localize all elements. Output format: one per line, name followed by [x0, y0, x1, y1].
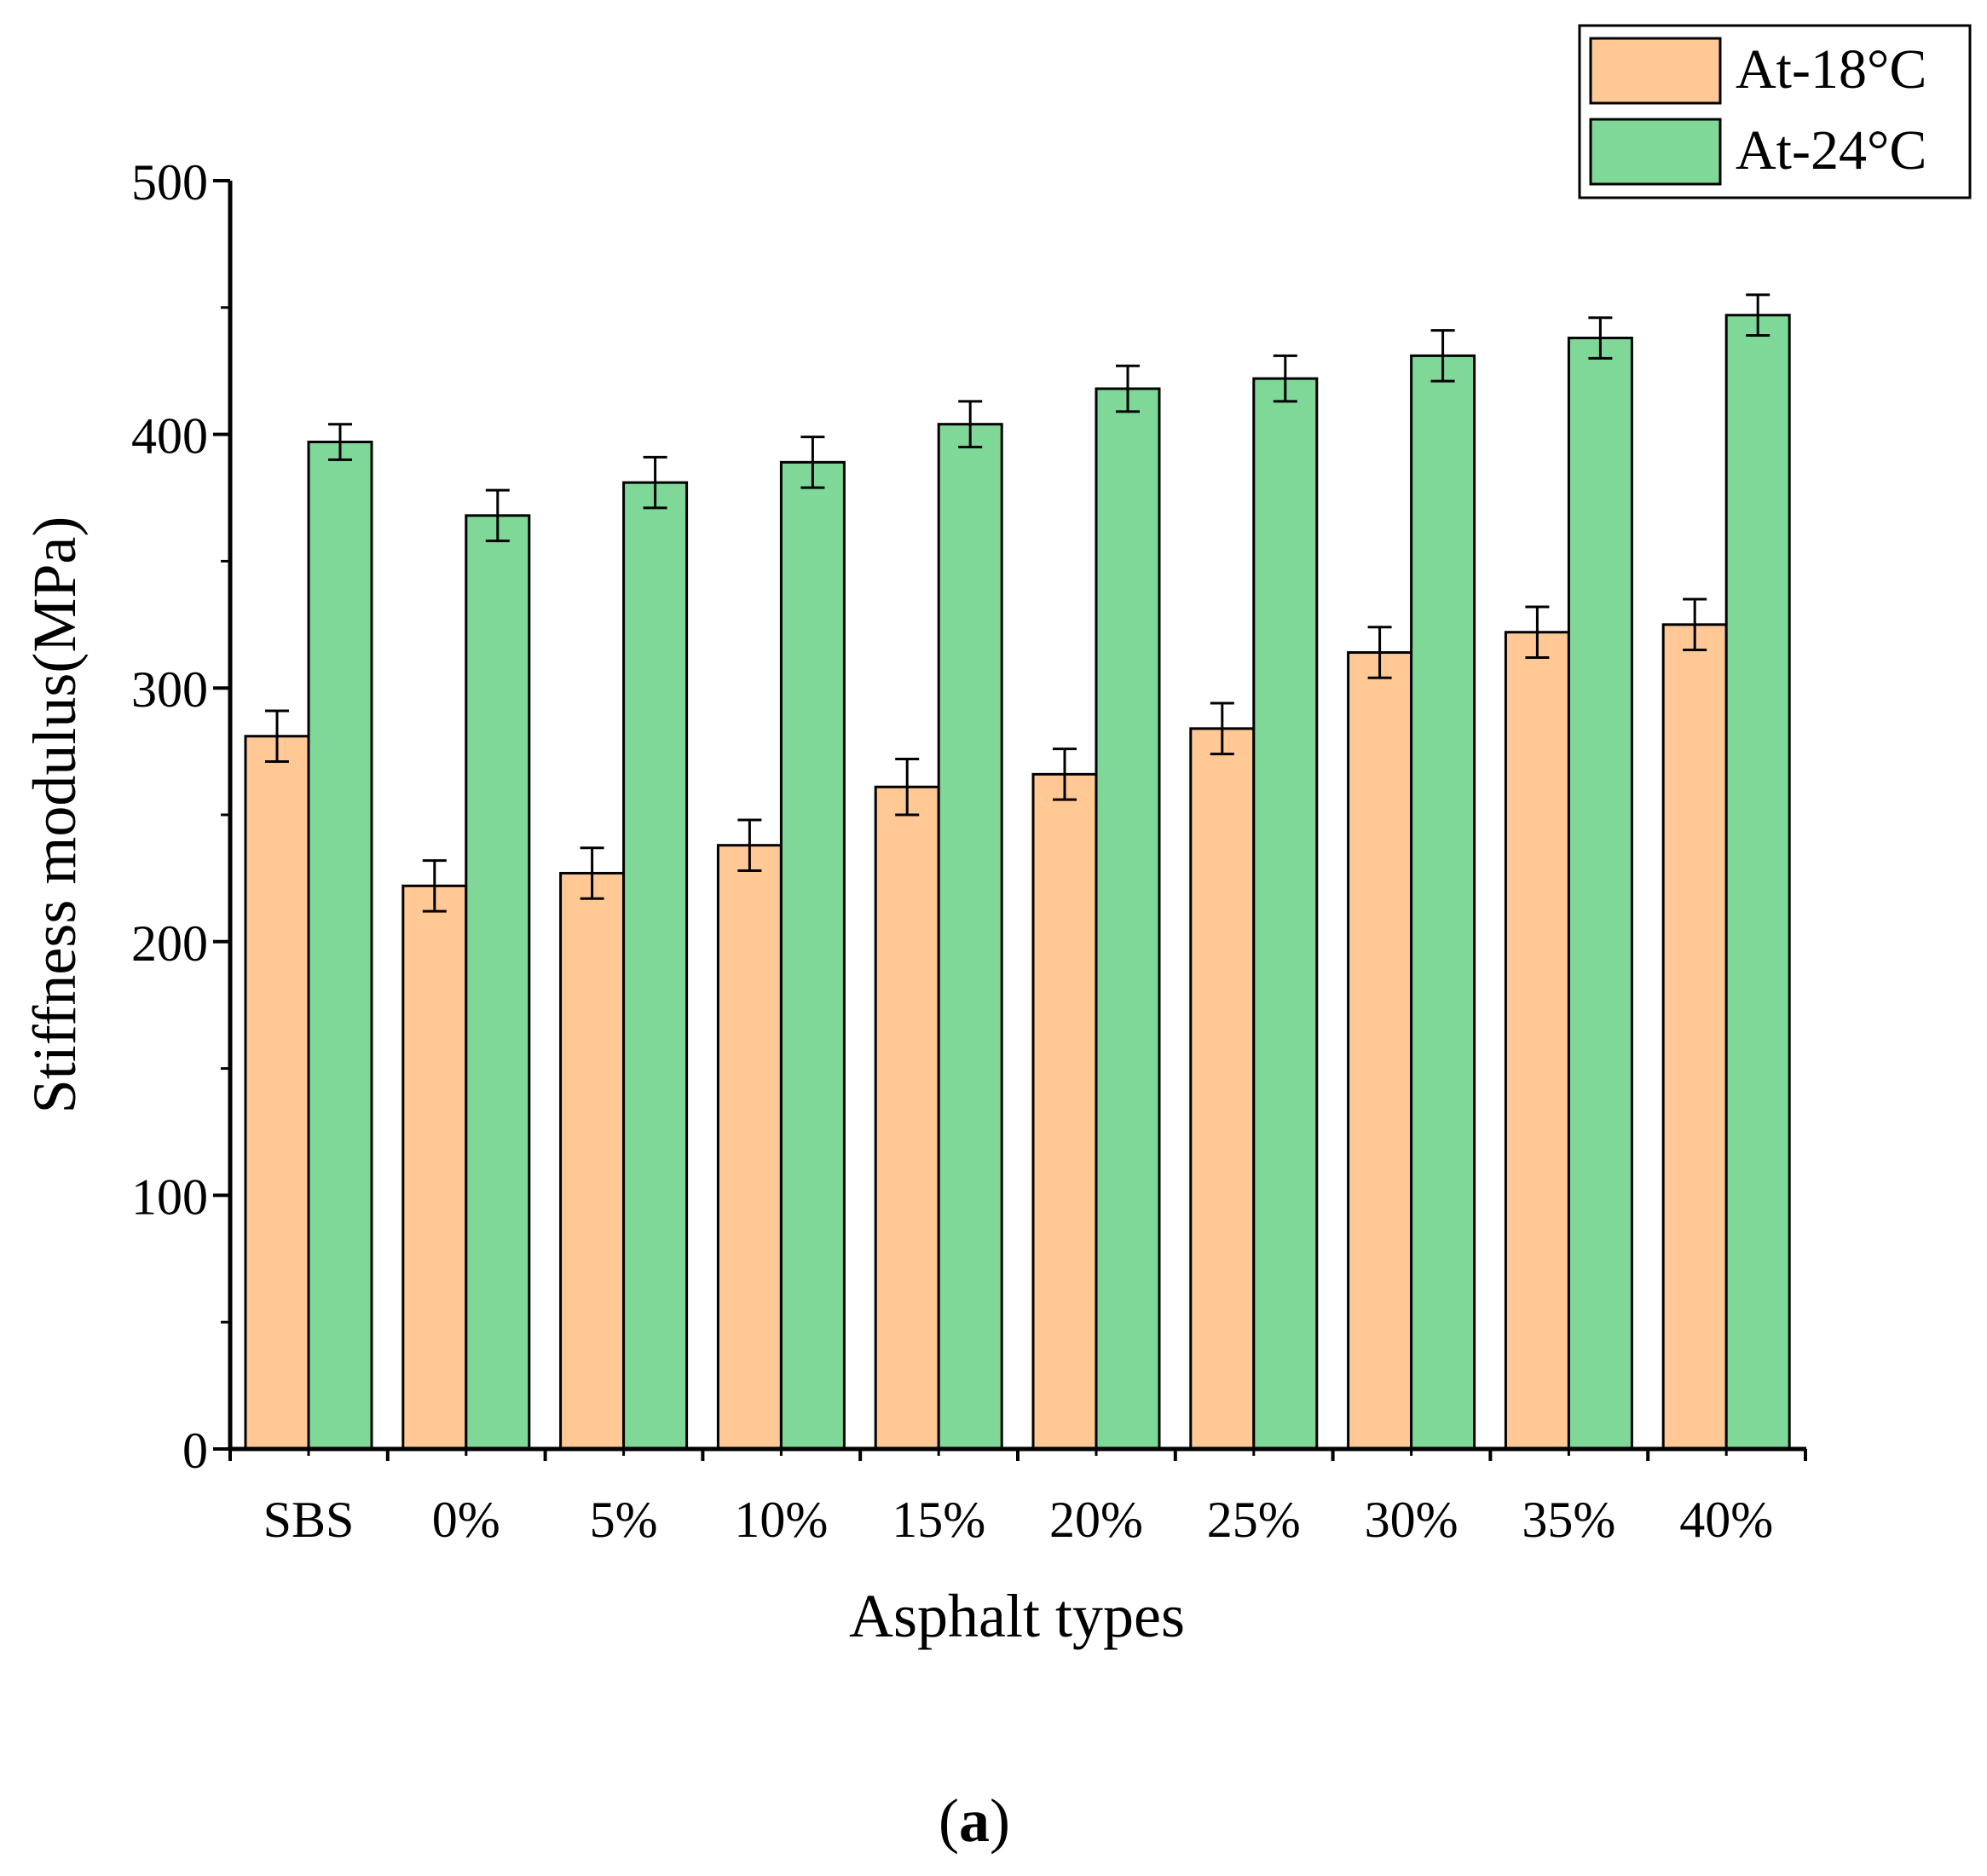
bar-s2-25pct — [1252, 377, 1319, 1451]
y-tick-label-100: 100 — [131, 1169, 208, 1225]
bar-s2-10pct — [779, 460, 846, 1451]
bar-s1-5pct — [559, 871, 626, 1451]
panel-label-open-paren: ( — [939, 1787, 959, 1855]
bar-s2-30pct — [1410, 354, 1476, 1451]
y-tick-label-200: 200 — [131, 915, 208, 972]
bar-s2-20pct — [1095, 387, 1161, 1451]
bar-s2-35pct — [1567, 337, 1633, 1451]
error-bars-layer — [265, 293, 1770, 913]
x-tick-label-30pct: 30% — [1365, 1492, 1458, 1548]
x-tick-label-0pct: 0% — [432, 1492, 500, 1548]
bar-s1-35pct — [1504, 631, 1570, 1451]
bars-layer — [244, 314, 1791, 1451]
x-tick-label-sbs: SBS — [263, 1492, 355, 1548]
bar-s2-5pct — [622, 481, 689, 1451]
bar-s2-40pct — [1724, 314, 1791, 1451]
legend-label-s1: At-18°C — [1736, 38, 1926, 101]
x-ticks: SBS 0% 5% 10% 15% 20% 25% 30% 35% 40% — [228, 1449, 1807, 1548]
y-tick-label-400: 400 — [131, 408, 208, 465]
x-tick-label-10pct: 10% — [734, 1492, 828, 1548]
y-axis-title: Stiffness modulus(MPa) — [20, 517, 89, 1114]
y-tick-label-0: 0 — [182, 1423, 208, 1479]
x-tick-label-40pct: 40% — [1679, 1492, 1773, 1548]
x-tick-label-15pct: 15% — [892, 1492, 985, 1548]
bar-s1-15pct — [874, 785, 940, 1451]
y-tick-label-500: 500 — [131, 154, 208, 211]
bar-s1-25pct — [1189, 727, 1256, 1451]
x-axis-title: Asphalt types — [849, 1582, 1185, 1650]
bar-s1-sbs — [244, 735, 310, 1451]
legend: At-18°C At-24°C — [1578, 24, 1972, 199]
y-tick-label-300: 300 — [131, 661, 208, 718]
bar-s2-0pct — [465, 514, 531, 1451]
x-tick-label-35pct: 35% — [1522, 1492, 1615, 1548]
legend-swatch-s2 — [1589, 118, 1722, 186]
panel-label-close-paren: ) — [990, 1787, 1010, 1855]
x-tick-label-25pct: 25% — [1207, 1492, 1301, 1548]
bar-s1-40pct — [1661, 623, 1728, 1451]
x-tick-label-5pct: 5% — [590, 1492, 658, 1548]
panel-label: (a) — [939, 1787, 1010, 1855]
bar-s2-sbs — [307, 441, 373, 1451]
panel-label-letter: a — [959, 1787, 990, 1855]
y-ticks: 0 100 200 300 400 500 — [131, 154, 230, 1479]
bar-s1-30pct — [1347, 651, 1413, 1451]
bar-s1-20pct — [1031, 772, 1098, 1451]
legend-label-s2: At-24°C — [1736, 119, 1926, 182]
bar-s1-10pct — [716, 844, 783, 1451]
x-tick-label-20pct: 20% — [1049, 1492, 1143, 1548]
legend-swatch-s1 — [1589, 37, 1722, 105]
bar-s2-15pct — [937, 423, 1003, 1451]
bar-s1-0pct — [401, 884, 468, 1451]
